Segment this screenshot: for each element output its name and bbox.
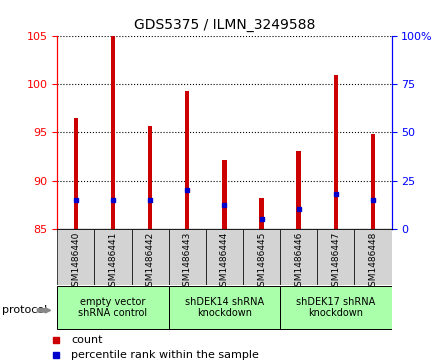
Text: GSM1486443: GSM1486443 <box>183 232 192 292</box>
Bar <box>169 286 280 330</box>
Bar <box>185 91 190 229</box>
Title: GDS5375 / ILMN_3249588: GDS5375 / ILMN_3249588 <box>134 19 315 33</box>
Bar <box>73 118 78 229</box>
Bar <box>371 134 375 229</box>
Bar <box>206 229 243 285</box>
Bar <box>243 229 280 285</box>
Bar <box>148 126 152 229</box>
Text: GSM1486444: GSM1486444 <box>220 232 229 292</box>
Text: GSM1486440: GSM1486440 <box>71 232 80 292</box>
Text: protocol: protocol <box>2 305 48 315</box>
Bar <box>334 75 338 229</box>
Bar <box>57 286 169 330</box>
Text: GSM1486448: GSM1486448 <box>369 232 378 292</box>
Bar <box>259 198 264 229</box>
Bar <box>280 229 317 285</box>
Bar <box>94 229 132 285</box>
Text: empty vector
shRNA control: empty vector shRNA control <box>78 297 147 318</box>
Bar <box>317 229 355 285</box>
Bar <box>280 286 392 330</box>
Text: shDEK14 shRNA
knockdown: shDEK14 shRNA knockdown <box>185 297 264 318</box>
Bar <box>297 151 301 229</box>
Bar <box>111 36 115 229</box>
Bar <box>355 229 392 285</box>
Text: shDEK17 shRNA
knockdown: shDEK17 shRNA knockdown <box>296 297 375 318</box>
Text: percentile rank within the sample: percentile rank within the sample <box>71 350 259 360</box>
Bar <box>169 229 206 285</box>
Text: GSM1486447: GSM1486447 <box>331 232 341 292</box>
Text: GSM1486441: GSM1486441 <box>108 232 117 292</box>
Bar <box>132 229 169 285</box>
Text: count: count <box>71 335 103 345</box>
Bar <box>57 229 94 285</box>
Bar <box>222 160 227 229</box>
Text: GSM1486446: GSM1486446 <box>294 232 303 292</box>
Text: GSM1486445: GSM1486445 <box>257 232 266 292</box>
Text: GSM1486442: GSM1486442 <box>146 232 154 292</box>
